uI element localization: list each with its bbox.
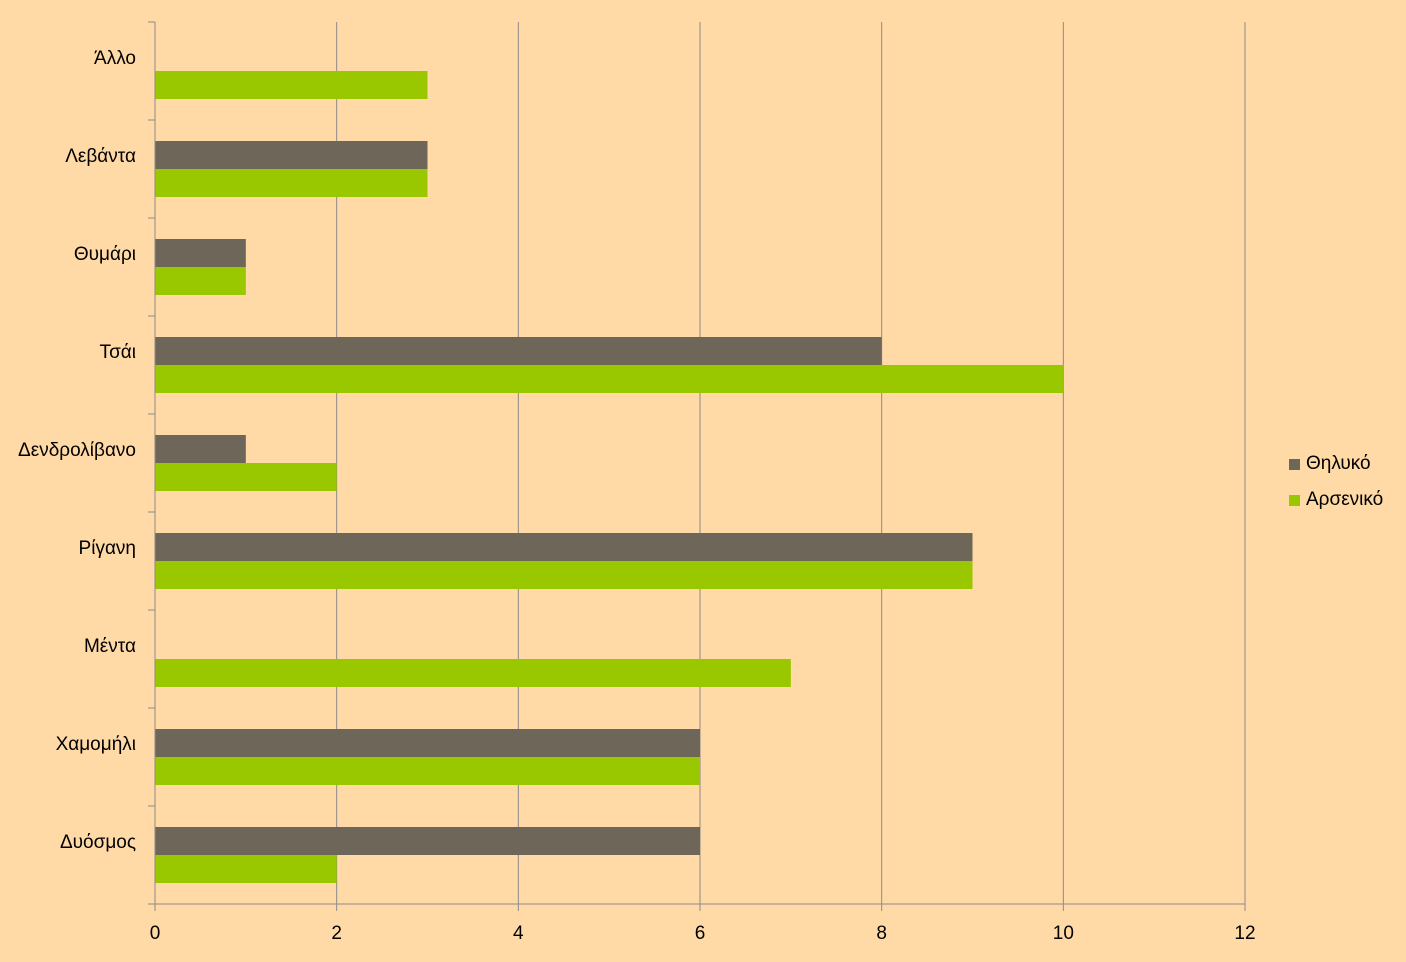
category-label: Δενδρολίβανο bbox=[18, 440, 136, 461]
bars bbox=[155, 71, 1064, 883]
x-tick-label: 12 bbox=[1234, 923, 1255, 944]
axes bbox=[148, 21, 1246, 911]
legend-item-female: Θηλυκό bbox=[1289, 446, 1383, 482]
x-tick-labels: 0 2 4 6 8 10 12 bbox=[150, 923, 1256, 944]
bar-male bbox=[155, 365, 1064, 393]
legend-item-male: Αρσενικό bbox=[1289, 482, 1383, 518]
bar-male bbox=[155, 463, 337, 491]
category-label: Άλλο bbox=[94, 48, 136, 69]
bar-female bbox=[155, 533, 973, 561]
legend: Θηλυκό Αρσενικό bbox=[1289, 446, 1383, 518]
bar-female bbox=[155, 827, 700, 855]
x-tick-label: 2 bbox=[331, 923, 342, 944]
bar-female bbox=[155, 141, 428, 169]
x-tick-label: 0 bbox=[150, 923, 161, 944]
bar-male bbox=[155, 267, 246, 295]
category-label: Ρίγανη bbox=[79, 538, 136, 559]
category-label: Χαμομήλι bbox=[56, 734, 136, 755]
bar-male bbox=[155, 659, 791, 687]
bar-female bbox=[155, 435, 246, 463]
bar-male bbox=[155, 757, 700, 785]
legend-label-male: Αρσενικό bbox=[1306, 489, 1384, 510]
category-label: Θυμάρι bbox=[74, 244, 136, 265]
category-label: Λεβάντα bbox=[65, 146, 136, 167]
legend-swatch-female bbox=[1289, 458, 1300, 470]
bar-female bbox=[155, 729, 700, 757]
x-tick-label: 8 bbox=[876, 923, 887, 944]
category-label: Δυόσμος bbox=[60, 832, 136, 853]
bar-male bbox=[155, 561, 973, 589]
bar-female bbox=[155, 337, 882, 365]
legend-label-female: Θηλυκό bbox=[1306, 453, 1371, 474]
bar-male bbox=[155, 169, 428, 197]
bar-male bbox=[155, 855, 337, 883]
category-label: Τσάι bbox=[100, 342, 136, 363]
bar-male bbox=[155, 71, 428, 99]
x-tick-label: 6 bbox=[695, 923, 706, 944]
category-labels: Δυόσμος Χαμομήλι Μέντα Ρίγανη Δενδρολίβανο Τσ… bbox=[18, 48, 136, 853]
legend-swatch-male bbox=[1289, 494, 1300, 506]
bar-female bbox=[155, 239, 246, 267]
category-label: Μέντα bbox=[84, 636, 136, 657]
x-tick-label: 4 bbox=[513, 923, 524, 944]
x-tick-label: 10 bbox=[1053, 923, 1074, 944]
